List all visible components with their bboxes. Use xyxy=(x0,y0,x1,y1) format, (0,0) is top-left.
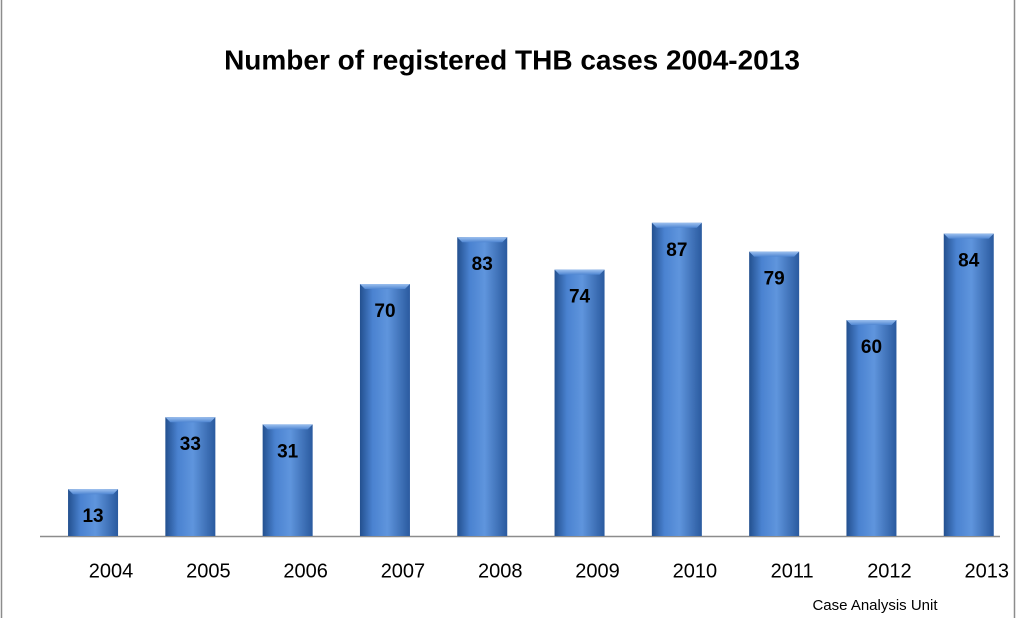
data-label: 83 xyxy=(472,254,493,275)
x-tick-label: 2012 xyxy=(867,560,912,582)
bar-cap xyxy=(68,489,119,495)
x-tick-label: 2009 xyxy=(575,560,620,582)
bar-cap xyxy=(749,251,800,257)
bar xyxy=(554,269,605,536)
source-note: Case Analysis Unit xyxy=(812,597,938,614)
bar xyxy=(457,237,508,536)
bar xyxy=(359,284,410,536)
data-label: 70 xyxy=(374,301,395,322)
bar-cap xyxy=(846,320,897,325)
x-tick-label: 2004 xyxy=(89,560,134,582)
x-tick-label: 2011 xyxy=(771,560,814,582)
data-label: 79 xyxy=(764,269,785,290)
bar-cap xyxy=(359,284,410,289)
chart-title: Number of registered THB cases 2004-2013 xyxy=(224,44,800,75)
x-tick-label: 2008 xyxy=(478,560,523,582)
bar xyxy=(262,424,313,536)
data-label: 60 xyxy=(861,337,882,358)
bar xyxy=(749,251,800,536)
bar-cap xyxy=(554,269,605,275)
bar-cap xyxy=(165,417,216,423)
bar xyxy=(651,222,702,537)
data-label: 13 xyxy=(82,506,103,527)
data-label: 84 xyxy=(958,251,980,272)
x-tick-label: 2013 xyxy=(965,560,1010,582)
x-tick-label: 2010 xyxy=(673,560,718,582)
bar xyxy=(943,233,994,536)
data-label: 31 xyxy=(277,441,299,462)
data-label: 33 xyxy=(180,434,201,455)
x-tick-label: 2006 xyxy=(283,560,328,582)
data-label: 87 xyxy=(666,240,687,261)
bar-cap xyxy=(457,237,508,243)
bar xyxy=(846,320,897,536)
bar-cap xyxy=(262,424,313,430)
bar-cap xyxy=(943,233,994,239)
bar xyxy=(68,489,119,536)
bar xyxy=(165,417,216,536)
bar-cap xyxy=(651,222,702,228)
x-tick-label: 2005 xyxy=(186,560,231,582)
data-label: 74 xyxy=(569,287,591,308)
x-tick-label: 2007 xyxy=(381,560,426,582)
